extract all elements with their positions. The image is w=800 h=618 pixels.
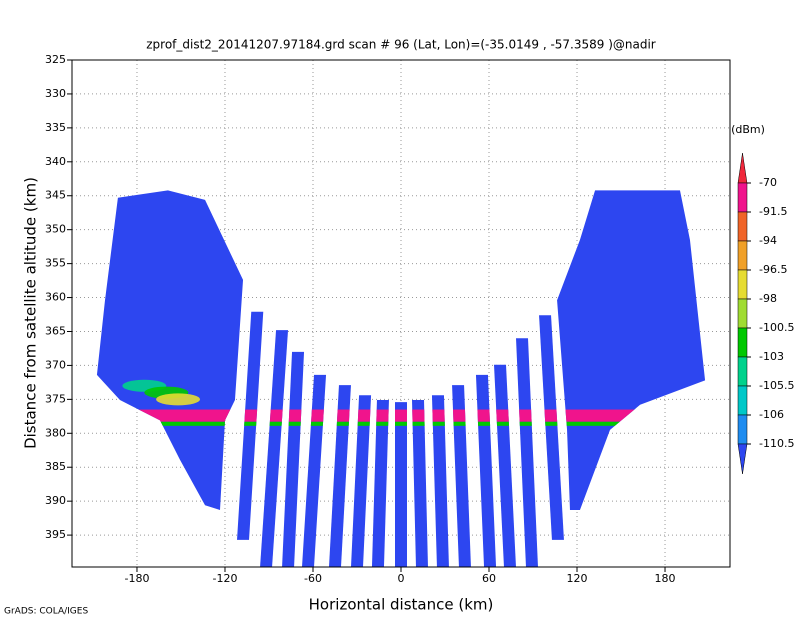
echo-blob	[156, 393, 201, 406]
beam	[302, 374, 327, 567]
y-tick-label: 325	[45, 53, 66, 66]
colorbar-segment	[737, 414, 748, 445]
surface-layer	[96, 421, 706, 426]
colorbar-segment	[737, 152, 748, 184]
x-axis-label: Horizontal distance (km)	[309, 596, 494, 614]
colorbar-label: -98	[759, 292, 777, 305]
x-tick-label: -60	[304, 572, 322, 585]
y-tick-label: 390	[45, 494, 66, 507]
colorbar-label: -100.5	[759, 321, 794, 334]
beam	[328, 385, 351, 567]
y-tick-label: 350	[45, 223, 66, 236]
y-tick-label: 335	[45, 121, 66, 134]
beam	[516, 338, 538, 567]
beam	[350, 395, 372, 567]
colorbar-label: -70	[759, 176, 777, 189]
beam	[260, 330, 289, 567]
swath	[96, 190, 244, 510]
y-tick-label: 365	[45, 324, 66, 337]
beam	[431, 395, 449, 567]
field	[96, 190, 706, 567]
colorbar-segment	[737, 298, 748, 329]
y-tick-label: 345	[45, 189, 66, 202]
colorbar-label: -105.5	[759, 379, 794, 392]
colorbar-label: -110.5	[759, 437, 794, 450]
colorbar-label: -94	[759, 234, 777, 247]
y-tick-label: 330	[45, 87, 66, 100]
colorbar-segment	[737, 385, 748, 416]
y-tick-label: 340	[45, 155, 66, 168]
y-tick-label: 375	[45, 392, 66, 405]
x-tick-label: 180	[655, 572, 676, 585]
colorbar-segment	[737, 327, 748, 358]
y-tick-label: 385	[45, 460, 66, 473]
colorbar-label: -91.5	[759, 205, 787, 218]
field-overlay	[96, 379, 706, 426]
y-tick-label: 395	[45, 528, 66, 541]
colorbar-label: -106	[759, 408, 784, 421]
colorbar: -70 -91.5 -94 -96.5 -98 -100.5 -103 -105.5 -106 -…	[737, 152, 794, 475]
colorbar-segment	[737, 182, 748, 213]
beam	[282, 351, 305, 567]
y-axis-label: Distance from satellite altitude (km)	[22, 177, 40, 449]
colorbar-segment	[737, 240, 748, 271]
beam	[539, 315, 564, 540]
x-tick-label: 60	[482, 572, 496, 585]
colorbar-segment	[737, 443, 748, 475]
y-tick-label: 355	[45, 257, 66, 270]
axes: -180 -120 -60 0 60 120 180 325 330 335 340 345 350 35…	[45, 53, 676, 585]
beam	[494, 364, 516, 567]
x-tick-label: -120	[213, 572, 238, 585]
y-tick-label: 360	[45, 291, 66, 304]
colorbar-segment	[737, 211, 748, 242]
swath	[557, 190, 706, 510]
colorbar-label: -96.5	[759, 263, 787, 276]
x-tick-label: 0	[398, 572, 405, 585]
x-tick-label: -180	[124, 572, 149, 585]
chart-title: zprof_dist2_20141207.97184.grd scan # 96…	[146, 38, 656, 52]
beam	[412, 400, 428, 567]
footer: GrADS: COLA/IGES	[4, 607, 88, 617]
surface-layer	[96, 409, 706, 422]
colorbar-unit: (dBm)	[731, 123, 765, 136]
beam	[475, 374, 497, 567]
y-tick-label: 380	[45, 426, 66, 439]
colorbar-segment	[737, 269, 748, 300]
y-tick-label: 370	[45, 358, 66, 371]
colorbar-label: -103	[759, 350, 784, 363]
beam	[452, 385, 471, 567]
beam	[371, 400, 389, 567]
colorbar-segment	[737, 356, 748, 387]
beam	[395, 402, 407, 567]
x-tick-label: 120	[567, 572, 588, 585]
